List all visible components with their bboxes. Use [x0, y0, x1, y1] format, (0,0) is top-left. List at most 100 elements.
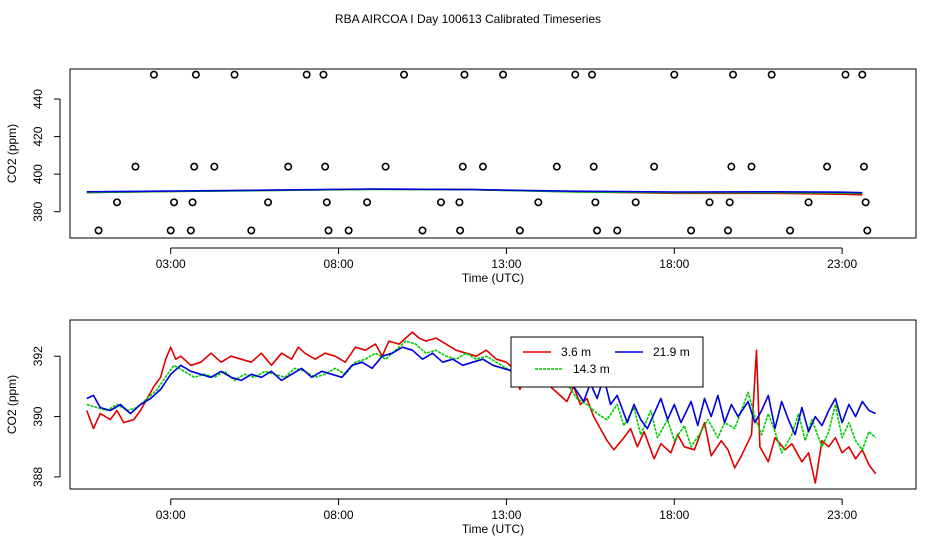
bottom-x-tick-label: 13:00 — [491, 508, 521, 522]
calibration-point — [593, 226, 602, 235]
top-x-axis: 03:00 08:00 13:00 18:00 23:00 Time (UTC) — [156, 247, 857, 285]
calibration-point — [725, 198, 734, 207]
calibration-point — [458, 162, 467, 171]
bottom-plot-area — [86, 331, 877, 484]
calibration-point — [729, 70, 738, 79]
top-y-axis-label: CO2 (ppm) — [5, 124, 19, 183]
calibration-point — [687, 226, 696, 235]
top-y-axis: 380 400 420 440 CO2 (ppm) — [5, 89, 61, 222]
calibration-point — [823, 162, 832, 171]
calibration-point — [381, 162, 390, 171]
calibration-point — [113, 198, 122, 207]
calibration-point — [363, 198, 372, 207]
top-y-tick-label: 400 — [31, 164, 45, 184]
calibration-point — [861, 198, 870, 207]
bottom-x-tick-label: 03:00 — [156, 508, 186, 522]
bottom-y-tick-label: 390 — [31, 406, 45, 426]
top-x-tick-label: 03:00 — [156, 257, 186, 271]
calibration-point — [418, 226, 427, 235]
top-panel-calibration-scatter: 03:00 08:00 13:00 18:00 23:00 Time (UTC) 380 40… — [5, 68, 917, 285]
calibration-point — [170, 198, 179, 207]
calibration-point — [460, 70, 469, 79]
bottom-y-axis-label: CO2 (ppm) — [5, 375, 19, 434]
calibration-point — [571, 70, 580, 79]
calibration-point — [650, 162, 659, 171]
calibration-point — [264, 198, 273, 207]
calibration-point — [515, 226, 524, 235]
calibration-point — [131, 162, 140, 171]
top-x-tick-label: 13:00 — [491, 257, 521, 271]
calibration-point — [94, 226, 103, 235]
top-x-tick-label: 18:00 — [659, 257, 689, 271]
legend-box — [510, 336, 704, 388]
legend: 3.6 m 14.3 m 21.9 m — [510, 336, 704, 388]
calibration-point — [591, 198, 600, 207]
calibration-point — [166, 226, 175, 235]
calibration-point — [786, 226, 795, 235]
bottom-x-tick-label: 08:00 — [324, 508, 354, 522]
top-plot-frame — [69, 68, 917, 239]
top-series-line-3 — [86, 188, 863, 194]
calibration-point — [841, 70, 850, 79]
calibration-point — [191, 70, 200, 79]
calibration-point — [230, 70, 239, 79]
calibration-point — [455, 198, 464, 207]
calibration-point — [247, 226, 256, 235]
calibration-point — [705, 198, 714, 207]
calibration-point — [149, 70, 158, 79]
bottom-series-line-1 — [86, 331, 877, 484]
calibration-point — [804, 198, 813, 207]
calibration-point — [589, 162, 598, 171]
calibration-point — [858, 70, 867, 79]
top-y-tick-label: 420 — [31, 126, 45, 146]
calibration-point — [631, 198, 640, 207]
calibration-point — [588, 70, 597, 79]
bottom-x-tick-label: 18:00 — [659, 508, 689, 522]
top-x-tick-label: 23:00 — [827, 257, 857, 271]
bottom-plot-frame — [69, 319, 917, 490]
bottom-x-axis: 03:00 08:00 13:00 18:00 23:00 Time (UTC) — [156, 498, 857, 536]
calibration-point — [210, 162, 219, 171]
calibration-point — [344, 226, 353, 235]
calibration-point — [302, 70, 311, 79]
calibration-point — [863, 226, 872, 235]
figure-title: RBA AIRCOA I Day 100613 Calibrated Times… — [335, 12, 601, 26]
calibration-point — [186, 226, 195, 235]
bottom-x-axis-label: Time (UTC) — [462, 522, 524, 536]
calibration-point — [188, 198, 197, 207]
calibration-point — [321, 162, 330, 171]
calibration-point — [723, 226, 732, 235]
calibration-point — [190, 162, 199, 171]
top-y-tick-label: 440 — [31, 89, 45, 109]
calibration-point — [322, 198, 331, 207]
legend-label: 3.6 m — [561, 345, 591, 359]
calibration-point — [319, 70, 328, 79]
calibration-point — [767, 70, 776, 79]
top-x-tick-label: 08:00 — [324, 257, 354, 271]
bottom-x-tick-label: 23:00 — [827, 508, 857, 522]
calibration-point — [400, 70, 409, 79]
top-x-axis-label: Time (UTC) — [462, 271, 524, 285]
calibration-point — [478, 162, 487, 171]
calibration-point — [670, 70, 679, 79]
calibration-point — [747, 162, 756, 171]
calibration-point — [613, 226, 622, 235]
bottom-panel-co2-timeseries: 03:00 08:00 13:00 18:00 23:00 Time (UTC) 388 39… — [5, 319, 917, 536]
calibration-point — [324, 226, 333, 235]
calibration-point — [859, 162, 868, 171]
top-y-tick-label: 380 — [31, 201, 45, 221]
calibration-point — [284, 162, 293, 171]
calibration-point — [727, 162, 736, 171]
calibration-point — [552, 162, 561, 171]
legend-label: 21.9 m — [653, 345, 690, 359]
calibration-point — [499, 70, 508, 79]
bottom-y-tick-label: 392 — [31, 346, 45, 366]
bottom-y-tick-label: 388 — [31, 467, 45, 487]
calibration-point — [456, 226, 465, 235]
calibration-point — [534, 198, 543, 207]
top-plot-area — [86, 70, 872, 235]
legend-label: 14.3 m — [573, 362, 610, 376]
calibration-point — [436, 198, 445, 207]
bottom-y-axis: 388 390 392 CO2 (ppm) — [5, 346, 61, 487]
